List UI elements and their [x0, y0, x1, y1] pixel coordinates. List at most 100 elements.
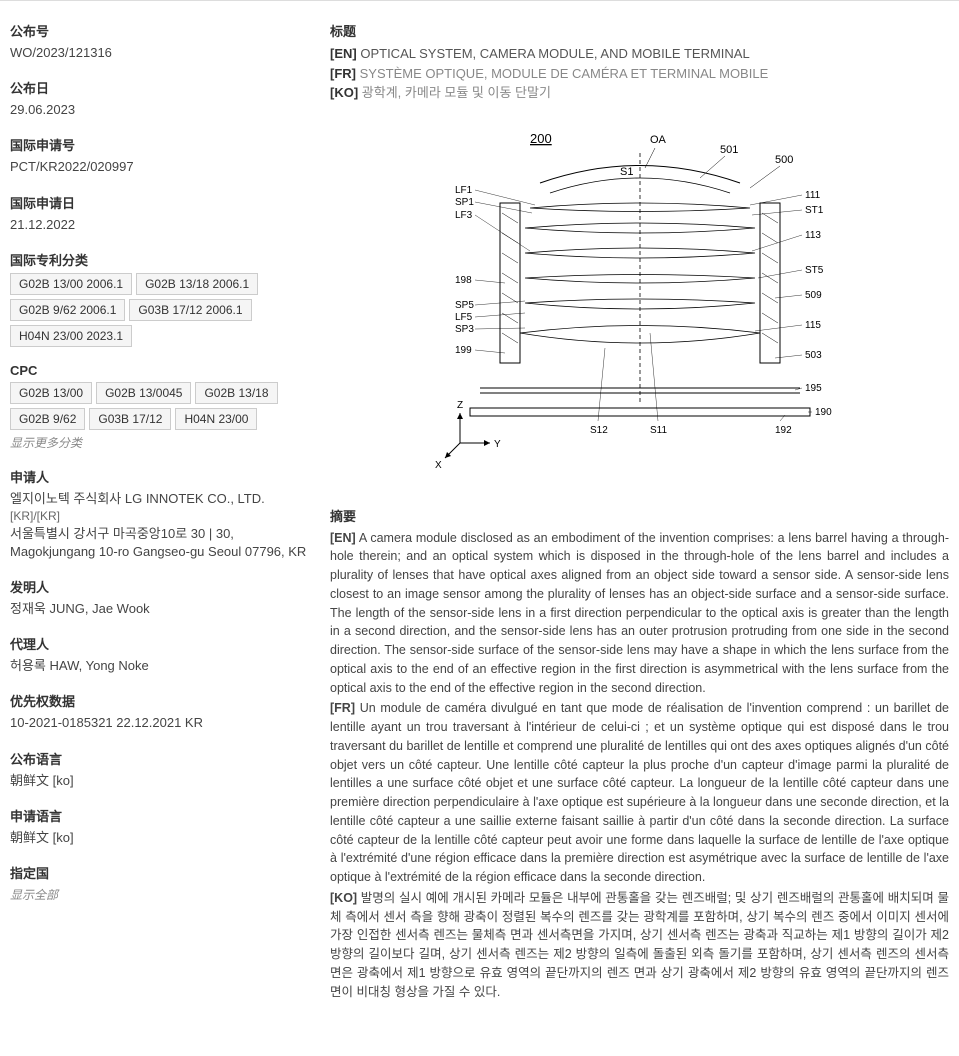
pub-date-label: 公布日	[10, 78, 310, 97]
pub-number-group: 公布号 WO/2023/121316	[10, 21, 310, 62]
intl-app-num-label: 国际申请号	[10, 135, 310, 154]
fig-199: 199	[455, 345, 472, 356]
abs-en-tag: [EN]	[330, 531, 356, 545]
applicant-label: 申请人	[10, 467, 310, 486]
fig-oa: OA	[650, 134, 667, 146]
abstract-label: 摘要	[330, 506, 949, 525]
fig-111: 111	[805, 190, 821, 201]
app-lang-value: 朝鲜文 [ko]	[10, 829, 310, 847]
priority-label: 优先权数据	[10, 691, 310, 710]
patent-figure: 200	[330, 123, 949, 486]
app-lang-label: 申请语言	[10, 806, 310, 825]
left-column: 公布号 WO/2023/121316 公布日 29.06.2023 国际申请号 …	[10, 21, 330, 1003]
inventor-value: 정재욱 JUNG, Jae Wook	[10, 600, 310, 618]
cpc-label: CPC	[10, 363, 310, 378]
fig-195: 195	[805, 383, 822, 394]
pub-lang-label: 公布语言	[10, 749, 310, 768]
designated-show-more[interactable]: 显示全部	[10, 886, 310, 903]
abs-fr-tag: [FR]	[330, 701, 355, 715]
abstract-ko: [KO] 발명의 실시 예에 개시된 카메라 모듈은 내부에 관통홀을 갖는 렌…	[330, 889, 949, 1002]
ipc-tags: G02B 13/00 2006.1 G02B 13/18 2006.1 G02B…	[10, 273, 310, 347]
title-ko-tag: [KO]	[330, 85, 358, 100]
title-section: 标题 [EN] OPTICAL SYSTEM, CAMERA MODULE, A…	[330, 21, 949, 103]
agent-value: 허용록 HAW, Yong Noke	[10, 657, 310, 675]
title-en-text: OPTICAL SYSTEM, CAMERA MODULE, AND MOBIL…	[360, 46, 749, 61]
designated-group: 指定国 显示全部	[10, 863, 310, 903]
intl-app-num-value: PCT/KR2022/020997	[10, 158, 310, 176]
fig-s12: S12	[590, 425, 608, 436]
intl-app-date-label: 国际申请日	[10, 193, 310, 212]
intl-app-date-group: 国际申请日 21.12.2022	[10, 193, 310, 234]
fig-sp1: SP1	[455, 197, 474, 208]
main-container: 公布号 WO/2023/121316 公布日 29.06.2023 国际申请号 …	[0, 0, 959, 1023]
fig-115: 115	[805, 320, 821, 331]
cpc-tags: G02B 13/00 G02B 13/0045 G02B 13/18 G02B …	[10, 382, 310, 430]
pub-lang-value: 朝鲜文 [ko]	[10, 772, 310, 790]
fig-509: 509	[805, 290, 822, 301]
intl-app-date-value: 21.12.2022	[10, 216, 310, 234]
abs-fr-text: Un module de caméra divulgué en tant que…	[330, 701, 949, 884]
fig-500: 500	[775, 154, 793, 166]
cpc-tag[interactable]: G03B 17/12	[89, 408, 171, 430]
applicant-group: 申请人 엘지이노텍 주식회사 LG INNOTEK CO., LTD. [KR]…	[10, 467, 310, 561]
figure-svg: 200	[390, 123, 890, 483]
svg-text:Z: Z	[457, 400, 463, 411]
pub-number-value: WO/2023/121316	[10, 44, 310, 62]
abs-en-text: A camera module disclosed as an embodime…	[330, 531, 949, 695]
cpc-tag[interactable]: G02B 13/00	[10, 382, 92, 404]
fig-sp5: SP5	[455, 300, 474, 311]
fig-label-200: 200	[530, 131, 552, 146]
svg-text:X: X	[435, 460, 442, 471]
cpc-tag[interactable]: G02B 13/0045	[96, 382, 191, 404]
pub-date-group: 公布日 29.06.2023	[10, 78, 310, 119]
fig-501: 501	[720, 144, 738, 156]
title-ko-line: [KO] 광학계, 카메라 모듈 및 이동 단말기	[330, 83, 949, 103]
ipc-group: 国际专利分类 G02B 13/00 2006.1 G02B 13/18 2006…	[10, 250, 310, 347]
cpc-tag[interactable]: H04N 23/00	[175, 408, 257, 430]
axes-icon: Z Y X	[435, 400, 501, 471]
inventor-label: 发明人	[10, 577, 310, 596]
title-fr-text: SYSTÈME OPTIQUE, MODULE DE CAMÉRA ET TER…	[360, 66, 769, 81]
ipc-tag[interactable]: G02B 9/62 2006.1	[10, 299, 125, 321]
abstract-section: 摘要 [EN] A camera module disclosed as an …	[330, 506, 949, 1002]
app-lang-group: 申请语言 朝鲜文 [ko]	[10, 806, 310, 847]
pub-lang-group: 公布语言 朝鲜文 [ko]	[10, 749, 310, 790]
right-column: 标题 [EN] OPTICAL SYSTEM, CAMERA MODULE, A…	[330, 21, 949, 1003]
priority-value: 10-2021-0185321 22.12.2021 KR	[10, 714, 310, 732]
fig-lf5: LF5	[455, 312, 473, 323]
abs-ko-tag: [KO]	[330, 891, 357, 905]
abstract-en: [EN] A camera module disclosed as an emb…	[330, 529, 949, 698]
applicant-country: [KR]/[KR]	[10, 508, 310, 525]
fig-st5: ST5	[805, 265, 824, 276]
title-en-tag: [EN]	[330, 46, 357, 61]
fig-sp3: SP3	[455, 324, 474, 335]
fig-s11: S11	[650, 425, 667, 436]
abstract-fr: [FR] Un module de caméra divulgué en tan…	[330, 699, 949, 887]
ipc-tag[interactable]: H04N 23/00 2023.1	[10, 325, 132, 347]
pub-number-label: 公布号	[10, 21, 310, 40]
fig-lf1: LF1	[455, 185, 473, 196]
intl-app-num-group: 国际申请号 PCT/KR2022/020997	[10, 135, 310, 176]
fig-lf3: LF3	[455, 210, 473, 221]
fig-s1: S1	[620, 166, 633, 178]
ipc-label: 国际专利分类	[10, 250, 310, 269]
inventor-group: 发明人 정재욱 JUNG, Jae Wook	[10, 577, 310, 618]
pub-date-value: 29.06.2023	[10, 101, 310, 119]
svg-text:Y: Y	[494, 439, 501, 450]
fig-192: 192	[775, 425, 792, 436]
cpc-group: CPC G02B 13/00 G02B 13/0045 G02B 13/18 G…	[10, 363, 310, 451]
ipc-tag[interactable]: G03B 17/12 2006.1	[129, 299, 251, 321]
designated-label: 指定国	[10, 863, 310, 882]
applicant-address: 서울특별시 강서구 마곡중앙10로 30 | 30, Magokjungang …	[10, 525, 310, 561]
cpc-tag[interactable]: G02B 9/62	[10, 408, 85, 430]
cpc-tag[interactable]: G02B 13/18	[195, 382, 277, 404]
fig-503: 503	[805, 350, 822, 361]
cpc-show-more[interactable]: 显示更多分类	[10, 434, 310, 451]
fig-st1: ST1	[805, 205, 824, 216]
title-label: 标题	[330, 21, 949, 40]
title-ko-text: 광학계, 카메라 모듈 및 이동 단말기	[362, 85, 551, 100]
ipc-tag[interactable]: G02B 13/18 2006.1	[136, 273, 258, 295]
barrel-right	[760, 203, 780, 363]
applicant-name: 엘지이노텍 주식회사 LG INNOTEK CO., LTD.	[10, 490, 310, 508]
ipc-tag[interactable]: G02B 13/00 2006.1	[10, 273, 132, 295]
